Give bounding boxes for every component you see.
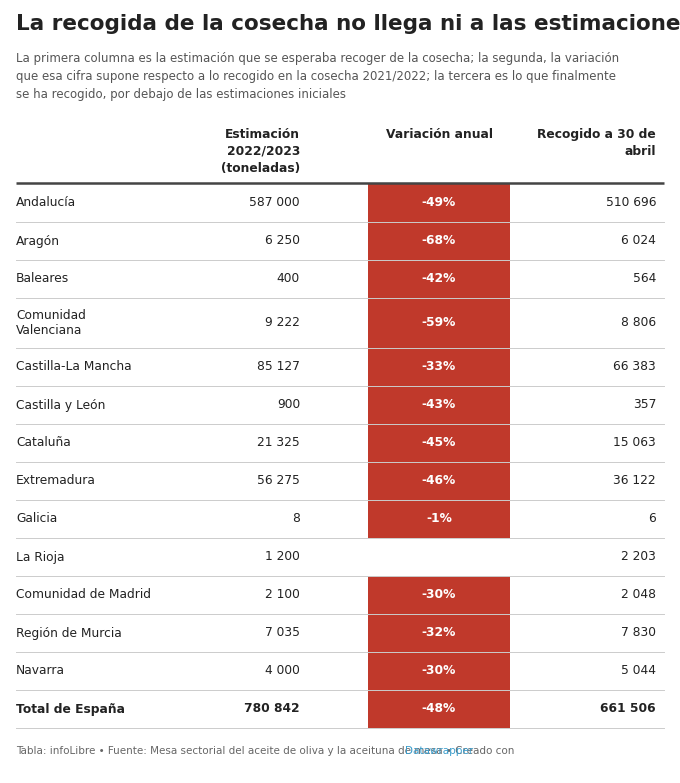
Text: 6: 6: [648, 513, 656, 525]
Text: Aragón: Aragón: [16, 234, 60, 247]
Text: 4 000: 4 000: [265, 665, 300, 677]
Text: Comunidad
Valenciana: Comunidad Valenciana: [16, 309, 86, 337]
Text: 661 506: 661 506: [600, 702, 656, 716]
Text: 357: 357: [632, 399, 656, 412]
Text: Comunidad de Madrid: Comunidad de Madrid: [16, 589, 151, 601]
Text: Andalucía: Andalucía: [16, 197, 76, 210]
Text: -30%: -30%: [422, 589, 456, 601]
Text: -1%: -1%: [426, 513, 452, 525]
Text: 780 842: 780 842: [244, 702, 300, 716]
Bar: [368, 222, 510, 260]
Text: -45%: -45%: [422, 436, 456, 449]
Bar: [368, 462, 510, 500]
Text: 587 000: 587 000: [250, 197, 300, 210]
Text: -42%: -42%: [422, 272, 456, 286]
Text: Variación anual: Variación anual: [386, 128, 492, 141]
Bar: [368, 184, 510, 222]
Bar: [368, 260, 510, 298]
Text: 564: 564: [632, 272, 656, 286]
Bar: [368, 576, 510, 614]
Bar: [368, 614, 510, 652]
Text: -43%: -43%: [422, 399, 456, 412]
Text: Total de España: Total de España: [16, 702, 125, 716]
Text: Castilla y León: Castilla y León: [16, 399, 105, 412]
Bar: [368, 424, 510, 462]
Text: 7 035: 7 035: [265, 626, 300, 640]
Text: 85 127: 85 127: [257, 360, 300, 373]
Text: 2 100: 2 100: [265, 589, 300, 601]
Text: -49%: -49%: [422, 197, 456, 210]
Text: -59%: -59%: [422, 316, 456, 330]
Text: 2 048: 2 048: [621, 589, 656, 601]
Text: Baleares: Baleares: [16, 272, 69, 286]
Text: La primera columna es la estimación que se esperaba recoger de la cosecha; la se: La primera columna es la estimación que …: [16, 52, 619, 101]
Text: Galicia: Galicia: [16, 513, 57, 525]
Text: Región de Murcia: Región de Murcia: [16, 626, 122, 640]
Text: 36 122: 36 122: [613, 474, 656, 488]
Text: -30%: -30%: [422, 665, 456, 677]
Text: 900: 900: [277, 399, 300, 412]
Text: 7 830: 7 830: [621, 626, 656, 640]
Bar: [368, 690, 510, 728]
Text: 400: 400: [277, 272, 300, 286]
Text: La Rioja: La Rioja: [16, 550, 65, 564]
Text: Navarra: Navarra: [16, 665, 65, 677]
Text: 66 383: 66 383: [613, 360, 656, 373]
Text: 5 044: 5 044: [621, 665, 656, 677]
Text: -33%: -33%: [422, 360, 456, 373]
Bar: [368, 298, 510, 348]
Text: 8 806: 8 806: [621, 316, 656, 330]
Text: Cataluña: Cataluña: [16, 436, 71, 449]
Text: 510 696: 510 696: [605, 197, 656, 210]
Text: 6 024: 6 024: [621, 234, 656, 247]
Text: Tabla: infoLibre • Fuente: Mesa sectorial del aceite de oliva y la aceituna de m: Tabla: infoLibre • Fuente: Mesa sectoria…: [16, 746, 517, 756]
Text: 15 063: 15 063: [613, 436, 656, 449]
Text: 2 203: 2 203: [621, 550, 656, 564]
Bar: [368, 386, 510, 424]
Text: -46%: -46%: [422, 474, 456, 488]
Text: 1 200: 1 200: [265, 550, 300, 564]
Text: -48%: -48%: [422, 702, 456, 716]
Text: Castilla-La Mancha: Castilla-La Mancha: [16, 360, 132, 373]
Text: -68%: -68%: [422, 234, 456, 247]
Text: 6 250: 6 250: [265, 234, 300, 247]
Text: 8: 8: [292, 513, 300, 525]
Bar: [368, 348, 510, 386]
Text: Recogido a 30 de
abril: Recogido a 30 de abril: [537, 128, 656, 158]
Text: La recogida de la cosecha no llega ni a las estimaciones: La recogida de la cosecha no llega ni a …: [16, 14, 680, 34]
Text: -32%: -32%: [422, 626, 456, 640]
Text: Datawrapper: Datawrapper: [405, 746, 473, 756]
Text: 56 275: 56 275: [257, 474, 300, 488]
Text: 9 222: 9 222: [265, 316, 300, 330]
Text: Estimación
2022/2023
(toneladas): Estimación 2022/2023 (toneladas): [221, 128, 300, 175]
Text: Extremadura: Extremadura: [16, 474, 96, 488]
Bar: [368, 652, 510, 690]
Text: 21 325: 21 325: [257, 436, 300, 449]
Bar: [368, 500, 510, 538]
